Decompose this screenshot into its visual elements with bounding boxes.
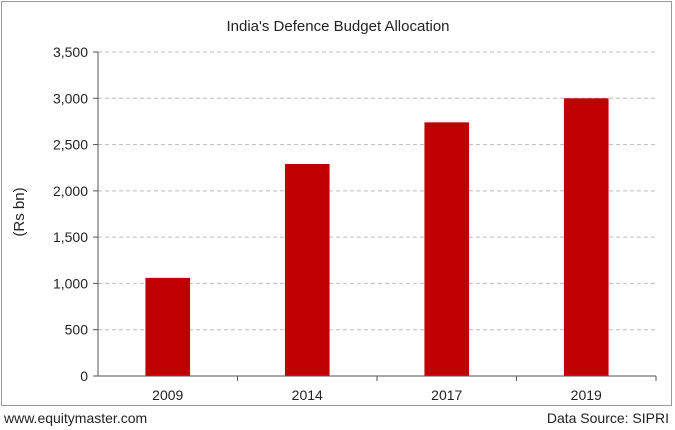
chart-title: India's Defence Budget Allocation [226,18,449,35]
y-tick-label: 1,000 [53,275,88,291]
y-tick-label: 3,000 [53,90,88,106]
bar-2014 [284,164,330,376]
y-tick-label: 3,500 [53,44,88,60]
gridlines [98,51,656,331]
x-tick-label: 2017 [431,387,462,403]
website-credit: www.equitymaster.com [4,410,148,426]
x-tick-label: 2014 [292,387,323,403]
y-tick-label: 500 [65,322,89,338]
y-tick-label: 2,000 [53,183,88,199]
y-tick-label: 2,500 [53,137,88,153]
chart-frame [1,1,672,406]
bars [145,98,609,377]
y-axis-label: (Rs bn) [11,187,28,236]
bar-2019 [563,98,609,377]
bar-chart: India's Defence Budget Allocation (Rs bn… [11,18,657,403]
x-tick-label: 2019 [571,387,602,403]
x-tick-label: 2009 [152,387,183,403]
data-source: Data Source: SIPRI [546,410,669,426]
y-tick-label: 1,500 [53,229,88,245]
y-tick-label: 0 [80,368,88,384]
bar-2009 [145,277,191,376]
bar-2017 [424,122,470,377]
axes: 0 500 1,000 1,500 2,000 2,500 3,000 3,500 2009 20… [53,44,657,403]
